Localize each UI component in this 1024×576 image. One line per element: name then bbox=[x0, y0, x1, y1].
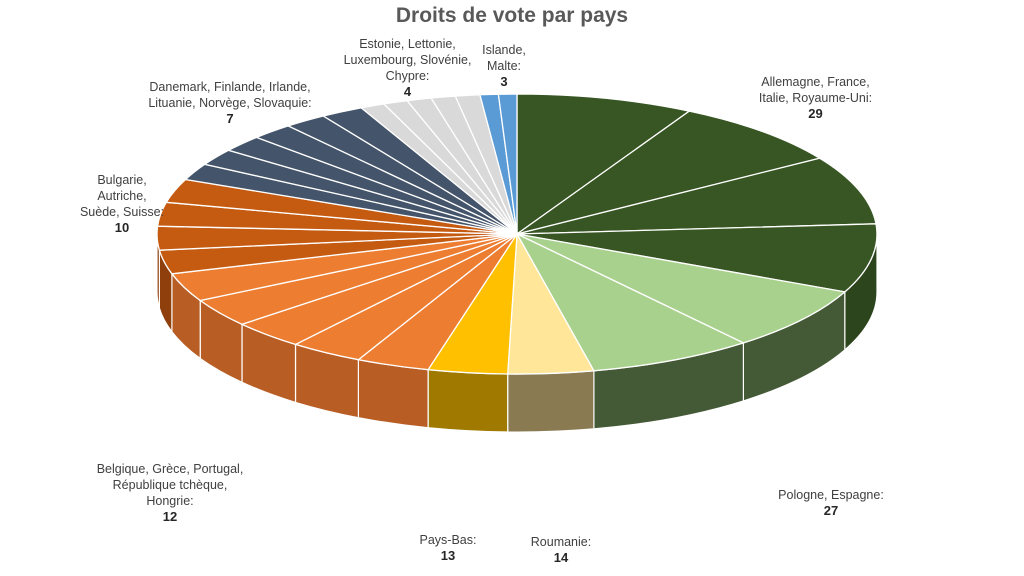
label-group-7: Estonie, Lettonie, Luxembourg, Slovénie,… bbox=[335, 36, 480, 100]
label-group-8-value: 3 bbox=[500, 74, 508, 89]
label-group-3-line-0: Pays-Bas: bbox=[419, 533, 477, 547]
label-group-6: Danemark, Finlande, Irlande, Lituanie, N… bbox=[130, 79, 330, 127]
label-group-4: Belgique, Grèce, Portugal, République tc… bbox=[80, 461, 260, 525]
label-group-1-line-0: Pologne, Espagne: bbox=[778, 488, 884, 502]
label-group-2-value: 14 bbox=[553, 550, 569, 565]
label-group-3-value: 13 bbox=[440, 548, 456, 563]
label-group-6-value: 7 bbox=[226, 111, 234, 126]
label-group-5: Bulgarie, Autriche, Suède, Suisse: 10 bbox=[72, 172, 172, 236]
slice-0-3 bbox=[516, 223, 878, 293]
label-group-2-line-0: Roumanie: bbox=[530, 535, 592, 549]
label-group-1: Pologne, Espagne: 27 bbox=[766, 487, 896, 519]
slice-8-1 bbox=[497, 93, 518, 235]
chart-title: Droits de vote par pays bbox=[395, 4, 629, 27]
label-group-3: Pays-Bas: 13 bbox=[408, 532, 488, 564]
label-group-8: Islande, Malte: 3 bbox=[472, 42, 536, 90]
label-group-8-line-1: Malte: bbox=[486, 59, 522, 73]
slice-1-1 bbox=[515, 232, 746, 372]
slice-side-2-0 bbox=[507, 370, 595, 433]
label-group-0-line-1: Italie, Royaume-Uni: bbox=[758, 91, 873, 105]
label-group-7-line-2: Chypre: bbox=[385, 69, 430, 83]
label-group-5-line-2: Suède, Suisse: bbox=[79, 205, 165, 219]
slice-side-3-0 bbox=[427, 369, 509, 433]
label-group-7-line-1: Luxembourg, Slovénie, bbox=[343, 53, 472, 67]
label-group-1-value: 27 bbox=[823, 503, 839, 518]
label-group-6-line-1: Lituanie, Norvège, Slovaquie: bbox=[148, 96, 312, 110]
label-group-0-line-0: Allemagne, France, bbox=[761, 75, 870, 89]
slice-0-0 bbox=[516, 93, 691, 236]
label-group-7-line-0: Estonie, Lettonie, bbox=[359, 37, 456, 51]
slice-side-4-0 bbox=[357, 358, 429, 429]
label-group-4-value: 12 bbox=[162, 509, 178, 524]
slice-1-0 bbox=[516, 233, 847, 344]
label-group-5-line-1: Autriche, bbox=[97, 189, 147, 203]
label-group-4-line-2: Hongrie: bbox=[146, 494, 194, 508]
label-group-4-line-0: Belgique, Grèce, Portugal, bbox=[96, 462, 244, 476]
label-group-5-line-0: Bulgarie, bbox=[97, 173, 147, 187]
label-group-5-value: 10 bbox=[114, 220, 130, 235]
label-group-2: Roumanie: 14 bbox=[516, 534, 606, 566]
slice-0-2 bbox=[516, 157, 877, 235]
label-group-0: Allemagne, France, Italie, Royaume-Uni: … bbox=[748, 74, 883, 122]
label-group-6-line-0: Danemark, Finlande, Irlande, bbox=[149, 80, 311, 94]
label-group-7-value: 4 bbox=[403, 84, 412, 99]
label-group-0-value: 29 bbox=[808, 106, 823, 121]
slice-0-1 bbox=[516, 110, 822, 235]
label-group-4-line-1: République tchèque, bbox=[112, 478, 228, 492]
label-group-8-line-0: Islande, bbox=[482, 43, 526, 57]
